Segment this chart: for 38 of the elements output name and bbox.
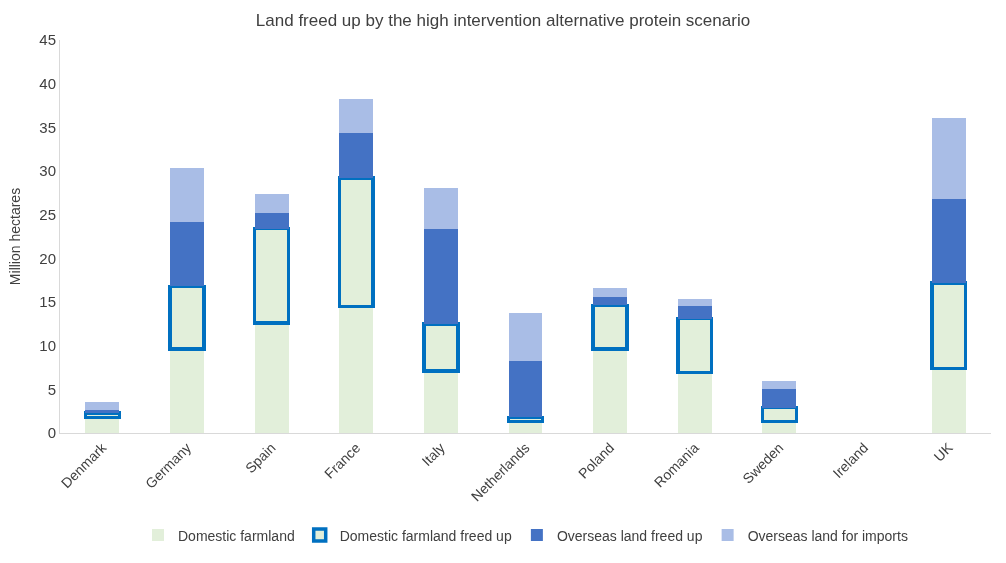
- bar: [85, 402, 120, 411]
- y-tick-label: 0: [47, 424, 56, 442]
- legend-label: Domestic farmland freed up: [339, 527, 512, 544]
- bar: [339, 99, 374, 133]
- bar: [423, 228, 458, 324]
- y-tick-label: 10: [39, 336, 56, 354]
- legend-label: Overseas land freed up: [556, 527, 703, 544]
- bar: [677, 299, 712, 307]
- bar: [762, 389, 797, 408]
- y-tick-label: 45: [39, 31, 56, 49]
- bar: [254, 193, 289, 213]
- y-tick-label: 40: [39, 74, 56, 92]
- y-tick-label: 15: [39, 293, 56, 311]
- y-tick-label: 35: [39, 118, 56, 136]
- x-tick-label: Italy: [418, 439, 448, 470]
- bar: [593, 296, 628, 306]
- bar: [170, 221, 204, 287]
- bar: [85, 410, 120, 413]
- bar: [423, 188, 458, 229]
- chart-title: Land freed up by the high intervention alternative protein scenario: [255, 10, 751, 30]
- y-axis-title: Million hectares: [6, 187, 23, 286]
- bar: [762, 380, 797, 390]
- bar: [508, 361, 543, 418]
- bar: [508, 313, 543, 362]
- bar: [339, 132, 374, 178]
- y-tick-label: 25: [39, 205, 56, 223]
- legend-label: Overseas land for imports: [747, 527, 908, 544]
- bar: [677, 306, 712, 319]
- legend-label: Domestic farmland: [178, 527, 295, 544]
- bar: [593, 288, 628, 297]
- y-tick-label: 30: [39, 162, 56, 180]
- bar: [931, 117, 966, 199]
- x-tick-label: UK: [930, 439, 957, 465]
- y-tick-label: 5: [47, 380, 56, 398]
- bar: [170, 168, 204, 222]
- bar: [254, 212, 289, 229]
- y-tick-label: 20: [39, 249, 56, 267]
- bar: [931, 198, 966, 283]
